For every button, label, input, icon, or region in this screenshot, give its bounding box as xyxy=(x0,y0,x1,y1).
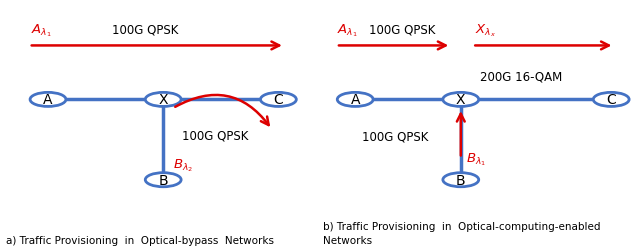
Text: C: C xyxy=(273,93,284,107)
Circle shape xyxy=(443,93,479,107)
Text: Networks: Networks xyxy=(323,235,372,245)
Text: 100G QPSK: 100G QPSK xyxy=(112,23,179,36)
Text: $B_{\lambda_1}$: $B_{\lambda_1}$ xyxy=(466,151,486,168)
Text: 100G QPSK: 100G QPSK xyxy=(369,23,436,36)
Text: X: X xyxy=(159,93,168,107)
Text: A: A xyxy=(351,93,360,107)
Text: $A_{\lambda_1}$: $A_{\lambda_1}$ xyxy=(337,22,358,39)
Text: b) Traffic Provisioning  in  Optical-computing-enabled: b) Traffic Provisioning in Optical-compu… xyxy=(323,221,601,231)
Text: $B_{\lambda_2}$: $B_{\lambda_2}$ xyxy=(173,157,193,174)
Text: $X_{\lambda_x}$: $X_{\lambda_x}$ xyxy=(475,22,496,39)
Text: B: B xyxy=(456,173,466,187)
Text: X: X xyxy=(456,93,465,107)
Text: 100G QPSK: 100G QPSK xyxy=(362,130,428,143)
Text: 200G 16-QAM: 200G 16-QAM xyxy=(480,70,563,83)
Circle shape xyxy=(260,93,296,107)
Circle shape xyxy=(443,173,479,187)
FancyArrowPatch shape xyxy=(175,96,269,126)
Text: A: A xyxy=(44,93,52,107)
Text: C: C xyxy=(606,93,616,107)
Text: a) Traffic Provisioning  in  Optical-bypass  Networks: a) Traffic Provisioning in Optical-bypas… xyxy=(6,235,275,245)
Text: B: B xyxy=(158,173,168,187)
Circle shape xyxy=(593,93,629,107)
Circle shape xyxy=(30,93,66,107)
Circle shape xyxy=(337,93,373,107)
Circle shape xyxy=(145,173,181,187)
Circle shape xyxy=(145,93,181,107)
Text: 100G QPSK: 100G QPSK xyxy=(182,128,249,141)
Text: $A_{\lambda_1}$: $A_{\lambda_1}$ xyxy=(31,22,51,39)
